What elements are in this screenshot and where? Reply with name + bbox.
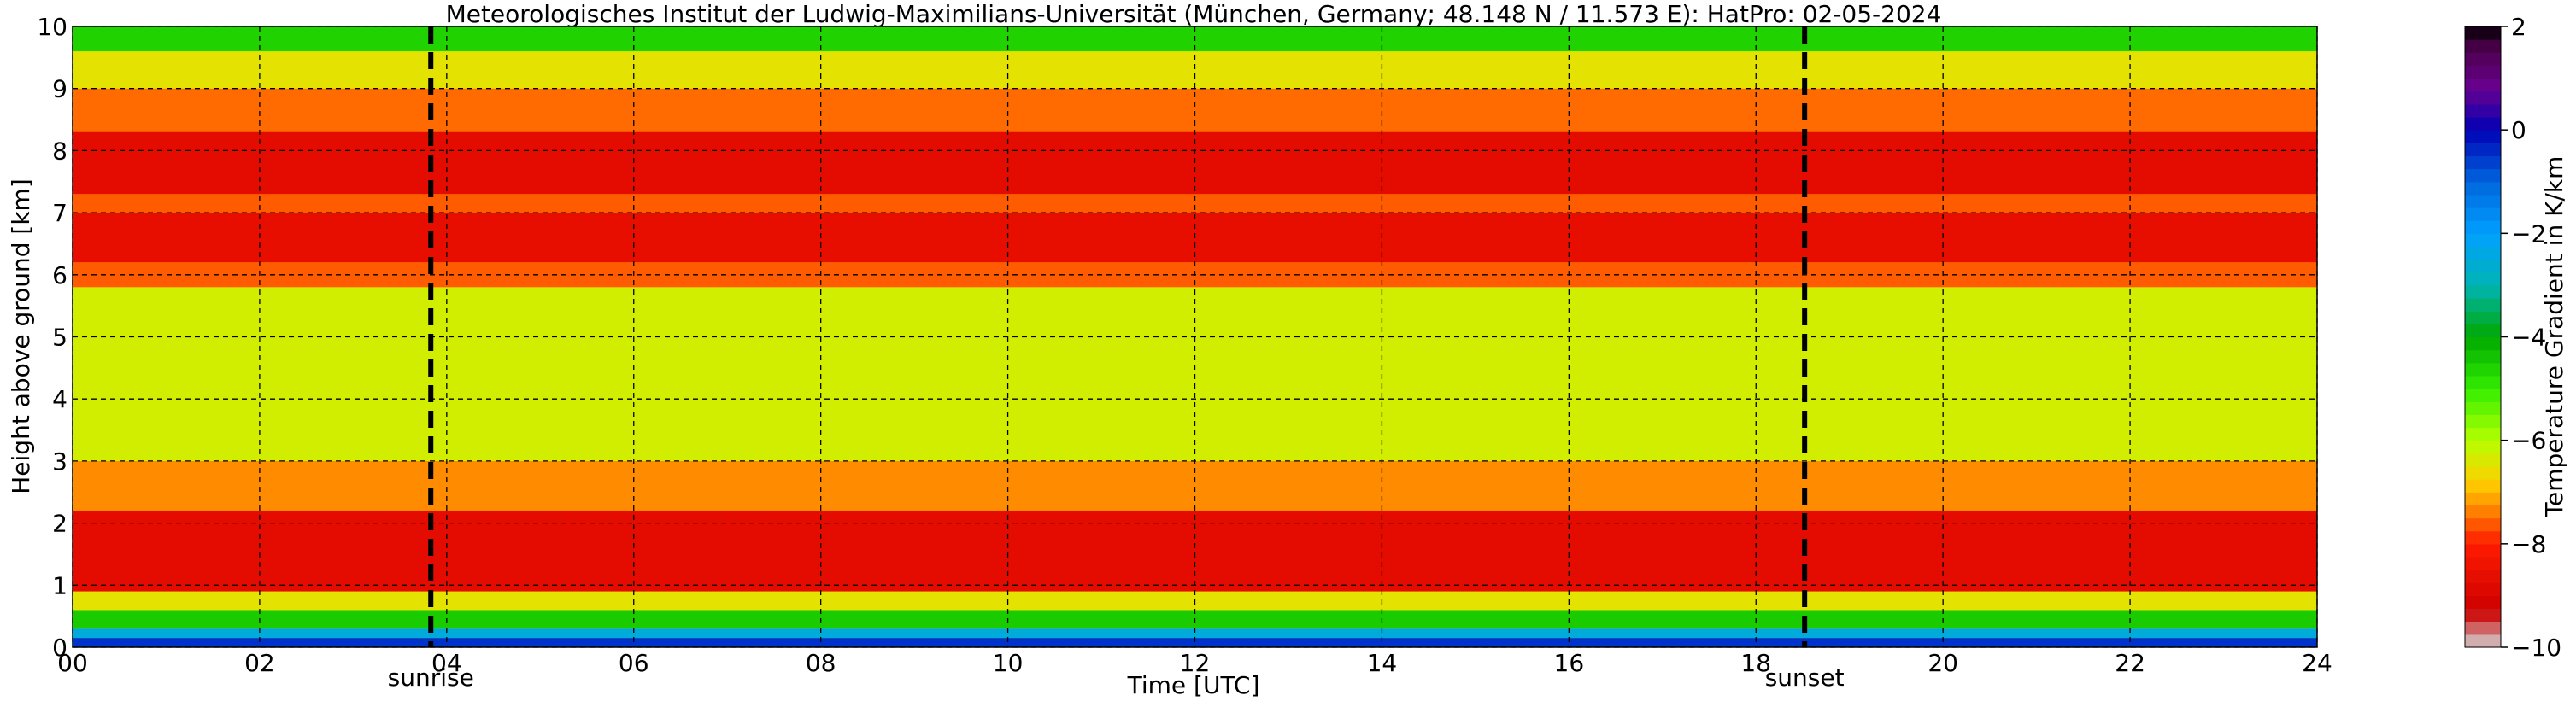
x-tick-label: 08 — [806, 649, 836, 677]
colorbar-segment — [2465, 39, 2501, 53]
colorbar-segment — [2465, 608, 2501, 622]
colorbar-segment — [2465, 543, 2501, 558]
colorbar-label: Temperature Gradient in K/km — [2540, 156, 2568, 518]
colorbar-segment — [2465, 530, 2501, 545]
event-label-sunset: sunset — [1765, 663, 1845, 692]
y-tick-label: 3 — [52, 447, 67, 476]
colorbar-segment — [2465, 440, 2501, 454]
colorbar-segment — [2465, 311, 2501, 324]
colorbar-segment — [2465, 401, 2501, 415]
colorbar-segment — [2465, 246, 2501, 260]
colorbar-tick-label: −4 — [2511, 324, 2546, 352]
colorbar-tick-label: −10 — [2511, 634, 2561, 662]
colorbar-segment — [2465, 582, 2501, 597]
y-tick-label: 0 — [52, 634, 67, 662]
x-tick-label: 00 — [57, 649, 88, 677]
colorbar-segment — [2465, 465, 2501, 480]
colorbar-segment — [2465, 78, 2501, 92]
colorbar-segment — [2465, 117, 2501, 131]
colorbar-segment — [2465, 336, 2501, 351]
colorbar-segment — [2465, 453, 2501, 467]
colorbar-segment — [2465, 595, 2501, 610]
x-tick-label: 16 — [1554, 649, 1585, 677]
event-markers: sunrise sunset — [388, 26, 1845, 692]
colorbar: 2 0 −2 −4 −6 −8 −10 — [2464, 13, 2561, 662]
colorbar-segment — [2465, 389, 2501, 402]
x-tick-label: 18 — [1740, 649, 1771, 677]
colorbar-segment — [2465, 284, 2501, 299]
colorbar-segment — [2465, 168, 2501, 183]
event-label-sunrise: sunrise — [388, 663, 474, 692]
y-axis-label: Height above ground [km] — [7, 178, 35, 494]
colorbar-segment — [2465, 91, 2501, 105]
y-tick-label: 9 — [52, 75, 67, 103]
chart-title: Meteorologisches Institut der Ludwig-Max… — [446, 0, 1942, 28]
y-tick-label: 4 — [52, 385, 67, 413]
colorbar-segment — [2465, 570, 2501, 583]
colorbar-segment — [2465, 207, 2501, 221]
x-tick-label: 02 — [244, 649, 275, 677]
x-tick-label: 10 — [993, 649, 1024, 677]
colorbar-segment — [2465, 220, 2501, 234]
y-tick-label: 2 — [52, 510, 67, 538]
colorbar-segment — [2465, 621, 2501, 635]
colorbar-segment — [2465, 505, 2501, 519]
colorbar-tick-label: −2 — [2511, 219, 2546, 248]
colorbar-segment — [2465, 517, 2501, 532]
y-tick-label: 7 — [52, 199, 67, 227]
grid — [72, 26, 2318, 648]
x-tick-label: 14 — [1367, 649, 1398, 677]
gradient-layer — [73, 638, 2317, 647]
y-tick-label: 5 — [52, 324, 67, 352]
colorbar-segment — [2465, 259, 2501, 273]
colorbar-segment — [2465, 634, 2501, 648]
colorbar-segment — [2465, 427, 2501, 441]
y-tick-label: 6 — [52, 261, 67, 289]
colorbar-segment — [2465, 155, 2501, 170]
colorbar-tick-label: 2 — [2511, 13, 2526, 41]
gradient-layer — [73, 511, 2317, 592]
colorbar-segment — [2465, 26, 2501, 40]
y-axis: 0 1 2 3 4 5 6 7 8 9 10 — [37, 13, 67, 662]
x-tick-label: 22 — [2115, 649, 2145, 677]
plot-frame — [72, 26, 2318, 648]
y-tick-label: 10 — [37, 13, 67, 41]
colorbar-tick-label: −6 — [2511, 427, 2546, 455]
x-tick-label: 20 — [1928, 649, 1958, 677]
x-tick-label: 24 — [2302, 649, 2332, 677]
y-tick-label: 8 — [52, 137, 67, 165]
colorbar-segment — [2465, 414, 2501, 429]
colorbar-segment — [2465, 298, 2501, 312]
x-axis: 00 02 04 06 08 10 12 14 16 18 20 22 24 — [57, 649, 2332, 677]
colorbar-segment — [2465, 65, 2501, 79]
x-tick-label: 04 — [431, 649, 462, 677]
colorbar-segment — [2465, 52, 2501, 67]
colorbar-segment — [2465, 143, 2501, 157]
y-tick-label: 1 — [52, 571, 67, 599]
colorbar-segment — [2465, 194, 2501, 208]
x-axis-label: Time [UTC] — [1127, 671, 1260, 699]
colorbar-segment — [2465, 492, 2501, 505]
colorbar-segment — [2465, 103, 2501, 118]
colorbar-segment — [2465, 479, 2501, 493]
colorbar-segment — [2465, 272, 2501, 286]
colorbar-tick-label: 0 — [2511, 116, 2526, 144]
colorbar-segment — [2465, 233, 2501, 248]
colorbar-segment — [2465, 556, 2501, 570]
colorbar-segment — [2465, 349, 2501, 364]
colorbar-tick-label: −8 — [2511, 530, 2546, 558]
colorbar-segment — [2465, 375, 2501, 389]
gradient-layer — [73, 628, 2317, 639]
colorbar-segment — [2465, 324, 2501, 338]
colorbar-segment — [2465, 181, 2501, 196]
x-tick-label: 06 — [619, 649, 649, 677]
colorbar-segment — [2465, 362, 2501, 377]
x-tick-label: 12 — [1180, 649, 1211, 677]
colorbar-segment — [2465, 130, 2501, 143]
